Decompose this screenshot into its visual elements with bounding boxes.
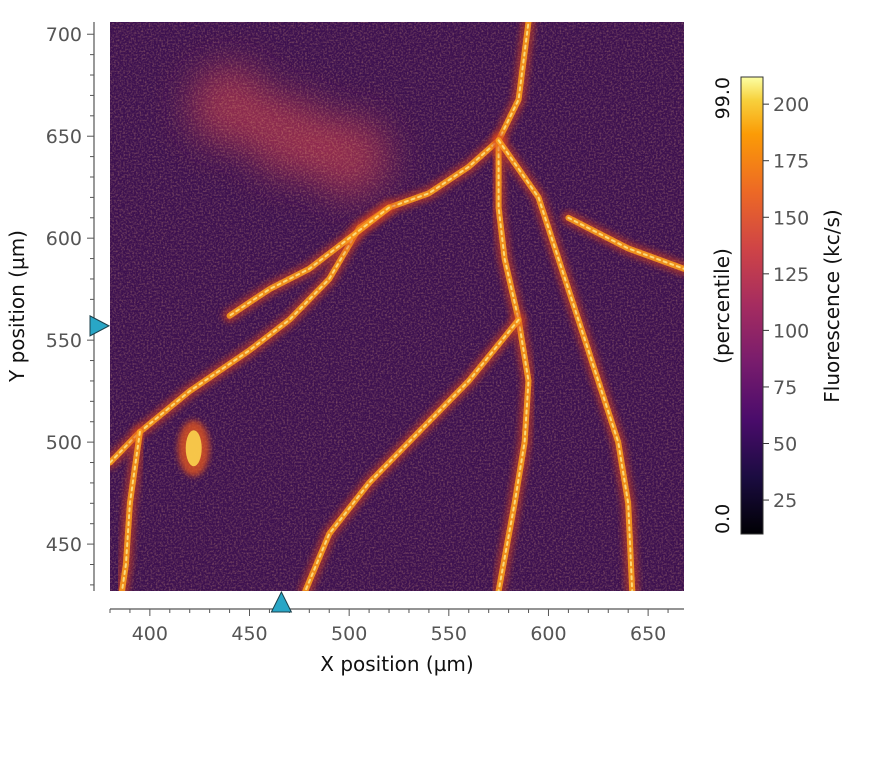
x-tick-group: 400 450 500 550 600 650 xyxy=(109,609,669,645)
y-tick-label: 600 xyxy=(46,228,82,250)
x-tick-label: 500 xyxy=(331,623,367,645)
y-tick-label: 650 xyxy=(46,126,82,148)
colorbar: 25 50 75 100 125 150 175 200 Fluorescence (kc/s… xyxy=(710,76,844,535)
y-tick-label: 700 xyxy=(46,24,82,46)
colorbar-tick-label: 200 xyxy=(773,94,809,116)
colorbar-tick-label: 175 xyxy=(773,151,809,173)
colorbar-tick-label: 50 xyxy=(773,434,797,456)
vessel-highlight xyxy=(497,139,634,591)
bright-blob-core xyxy=(185,430,202,467)
x-axis: 400 450 500 550 600 650 xyxy=(109,608,684,645)
x-tick-label: 450 xyxy=(231,623,267,645)
y-position-marker[interactable] xyxy=(89,315,111,337)
y-tick-label: 550 xyxy=(46,330,82,352)
percentile-min-label: 0.0 xyxy=(712,504,734,534)
percentile-label: (percentile) xyxy=(710,248,734,364)
heatmap-image xyxy=(110,22,684,591)
vessel-highlight xyxy=(304,318,520,591)
colorbar-gradient xyxy=(740,76,764,535)
marker-group xyxy=(89,315,293,613)
vessel-highlight xyxy=(121,430,141,591)
y-tick-label: 450 xyxy=(46,534,82,556)
y-axis: 450 500 550 600 650 700 xyxy=(46,22,95,591)
y-axis-title: Y position (µm) xyxy=(5,230,29,383)
colorbar-tick-label: 100 xyxy=(773,320,809,342)
colorbar-tick-group: 25 50 75 100 125 150 175 200 xyxy=(763,94,809,512)
y-tick-label: 500 xyxy=(46,432,82,454)
colorbar-tick-label: 125 xyxy=(773,264,809,286)
vessel-highlight xyxy=(228,206,390,317)
colorbar-tick-label: 150 xyxy=(773,207,809,229)
y-tick-group: 450 500 550 600 650 700 xyxy=(46,24,94,586)
x-tick-label: 400 xyxy=(132,623,168,645)
colorbar-title: Fluorescence (kc/s) xyxy=(820,209,844,402)
colorbar-tick-label: 25 xyxy=(773,490,797,512)
x-tick-label: 650 xyxy=(630,623,666,645)
vessel-highlight xyxy=(497,139,530,591)
x-tick-label: 600 xyxy=(530,623,566,645)
vessel-highlight xyxy=(567,216,684,270)
x-axis-title: X position (µm) xyxy=(320,652,473,676)
vessel-structures xyxy=(110,22,684,591)
colorbar-tick-label: 75 xyxy=(773,377,797,399)
x-tick-label: 550 xyxy=(431,623,467,645)
percentile-max-label: 99.0 xyxy=(712,77,734,119)
x-position-marker[interactable] xyxy=(270,590,293,613)
